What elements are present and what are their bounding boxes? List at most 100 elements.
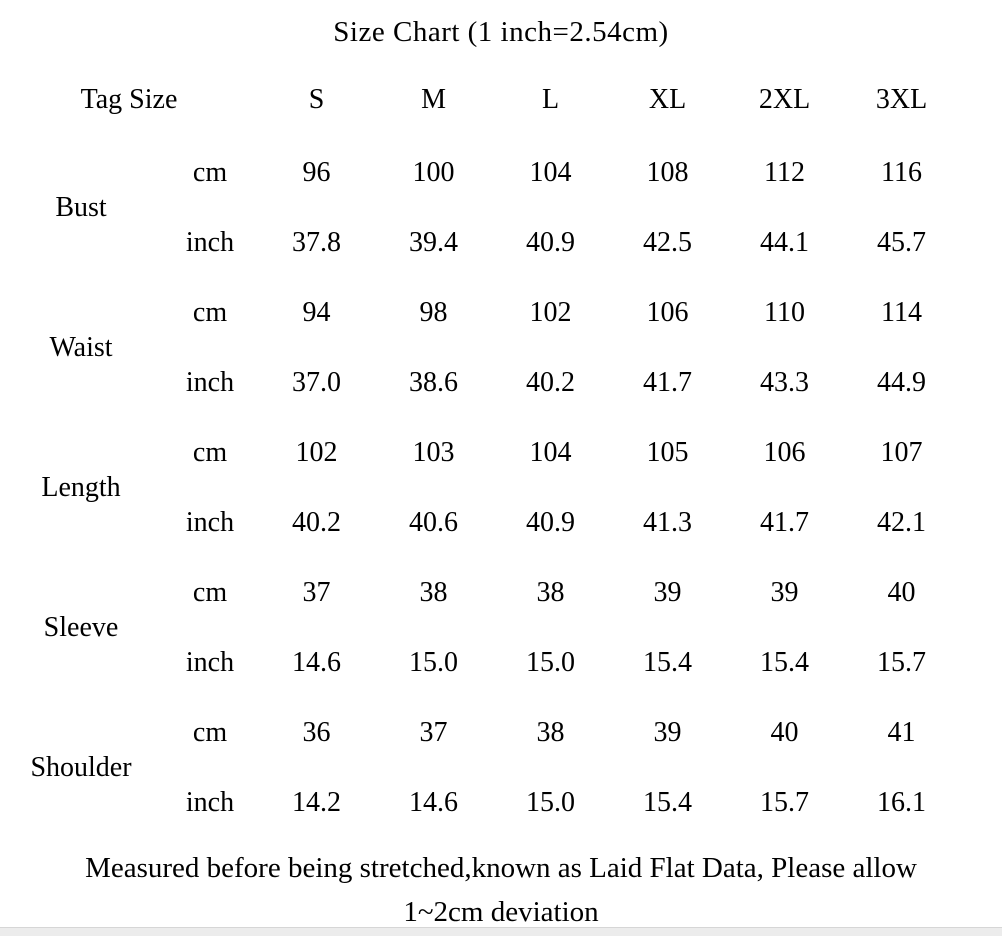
length-inch-value-3xl: 42.1 [877,507,927,538]
unit-label-cm: cm [192,437,228,468]
page-title: Size Chart (1 inch=2.54cm) [333,16,669,48]
bust-inch-value-l: 40.9 [526,227,576,258]
waist-cm-value-3xl: 114 [881,297,922,328]
sleeve-cm-value-2xl: 39 [770,577,799,608]
sleeve-inch-value-3xl: 15.7 [877,647,927,678]
unit-label-inch: inch [185,227,235,258]
waist-inch-value-3xl: 44.9 [877,367,927,398]
waist-inch-value-l: 40.2 [526,367,576,398]
length-cm-value-xl: 105 [646,437,689,468]
measure-label-waist: Waist [49,332,113,363]
unit-label-inch: inch [185,647,235,678]
footer-note: Measured before being stretched,known as… [0,846,1002,934]
unit-label-inch: inch [185,787,235,818]
shoulder-inch-value-xl: 15.4 [643,787,693,818]
shoulder-cm-value-l: 38 [536,717,565,748]
waist-inch-value-m: 38.6 [409,367,459,398]
unit-label-cm: cm [192,157,228,188]
bust-cm-value-m: 100 [412,157,455,188]
corner-header-tag-size: Tag Size [80,84,178,115]
table-row-sleeve-inch: inch 14.6 15.0 15.0 15.4 15.4 15.7 [0,628,960,698]
size-header-l: L [541,84,560,115]
table-row-waist-cm: Waist cm 94 98 102 106 110 114 [0,278,960,363]
measure-label-length: Length [41,472,121,503]
table-row-bust-inch: inch 37.8 39.4 40.9 42.5 44.1 45.7 [0,208,960,278]
waist-inch-value-s: 37.0 [292,367,342,398]
shoulder-cm-value-2xl: 40 [770,717,799,748]
length-inch-value-xl: 41.3 [643,507,693,538]
length-inch-value-2xl: 41.7 [760,507,810,538]
unit-label-cm: cm [192,717,228,748]
table-row-shoulder-inch: inch 14.2 14.6 15.0 15.4 15.7 16.1 [0,768,960,838]
unit-label-cm: cm [192,297,228,328]
sleeve-cm-value-3xl: 40 [887,577,916,608]
shoulder-inch-value-s: 14.2 [292,787,342,818]
waist-cm-value-xl: 106 [646,297,689,328]
bust-cm-value-2xl: 112 [764,157,805,188]
unit-label-cm: cm [192,577,228,608]
length-cm-value-m: 103 [412,437,455,468]
bust-inch-value-xl: 42.5 [643,227,693,258]
size-header-3xl: 3XL [875,84,928,115]
shoulder-inch-value-2xl: 15.7 [760,787,810,818]
footer-note-line2: 1~2cm deviation [403,896,599,928]
table-header: Tag Size S M L XL 2XL 3XL [0,62,960,138]
measure-label-sleeve: Sleeve [43,612,119,643]
sleeve-inch-value-l: 15.0 [526,647,576,678]
header-row: Tag Size S M L XL 2XL 3XL [0,62,960,138]
size-header-xl: XL [648,84,687,115]
length-cm-value-2xl: 106 [763,437,806,468]
shoulder-cm-value-xl: 39 [653,717,682,748]
bottom-scroll-strip [0,927,1002,936]
waist-cm-value-2xl: 110 [764,297,805,328]
bust-inch-value-s: 37.8 [292,227,342,258]
bust-inch-value-m: 39.4 [409,227,459,258]
table-row-shoulder-cm: Shoulder cm 36 37 38 39 40 41 [0,698,960,783]
shoulder-cm-value-s: 36 [302,717,331,748]
size-header-m: M [421,84,446,115]
sleeve-cm-value-xl: 39 [653,577,682,608]
shoulder-inch-value-3xl: 16.1 [877,787,927,818]
length-inch-value-m: 40.6 [409,507,459,538]
measure-label-shoulder: Shoulder [30,752,132,783]
unit-label-inch: inch [185,507,235,538]
shoulder-cm-value-m: 37 [419,717,448,748]
bust-cm-value-3xl: 116 [881,157,922,188]
table-row-waist-inch: inch 37.0 38.6 40.2 41.7 43.3 44.9 [0,348,960,418]
shoulder-inch-value-l: 15.0 [526,787,576,818]
waist-inch-value-2xl: 43.3 [760,367,810,398]
sleeve-cm-value-m: 38 [419,577,448,608]
length-cm-value-s: 102 [295,437,338,468]
bust-cm-value-s: 96 [302,157,331,188]
bust-inch-value-3xl: 45.7 [877,227,927,258]
size-header-2xl: 2XL [758,84,811,115]
footer-note-line1: Measured before being stretched,known as… [85,852,917,884]
table-row-bust-cm: Bust cm 96 100 104 108 112 116 [0,138,960,223]
table-row-length-cm: Length cm 102 103 104 105 106 107 [0,418,960,503]
waist-cm-value-s: 94 [302,297,331,328]
waist-cm-value-m: 98 [419,297,448,328]
sleeve-inch-value-s: 14.6 [292,647,342,678]
shoulder-cm-value-3xl: 41 [887,717,916,748]
bust-cm-value-l: 104 [529,157,572,188]
waist-cm-value-l: 102 [529,297,572,328]
length-inch-value-s: 40.2 [292,507,342,538]
sleeve-cm-value-l: 38 [536,577,565,608]
waist-inch-value-xl: 41.7 [643,367,693,398]
sleeve-inch-value-xl: 15.4 [643,647,693,678]
table-row-length-inch: inch 40.2 40.6 40.9 41.3 41.7 42.1 [0,488,960,558]
measure-label-bust: Bust [55,192,107,223]
shoulder-inch-value-m: 14.6 [409,787,459,818]
length-cm-value-3xl: 107 [880,437,923,468]
bust-inch-value-2xl: 44.1 [760,227,810,258]
unit-label-inch: inch [185,367,235,398]
bust-cm-value-xl: 108 [646,157,689,188]
sleeve-cm-value-s: 37 [302,577,331,608]
length-inch-value-l: 40.9 [526,507,576,538]
table-row-sleeve-cm: Sleeve cm 37 38 38 39 39 40 [0,558,960,643]
size-header-s: S [308,84,325,115]
table-body: Bust cm 96 100 104 108 112 116 inch 37.8 39.4 40.9 4… [0,138,960,838]
sleeve-inch-value-m: 15.0 [409,647,459,678]
sleeve-inch-value-2xl: 15.4 [760,647,810,678]
